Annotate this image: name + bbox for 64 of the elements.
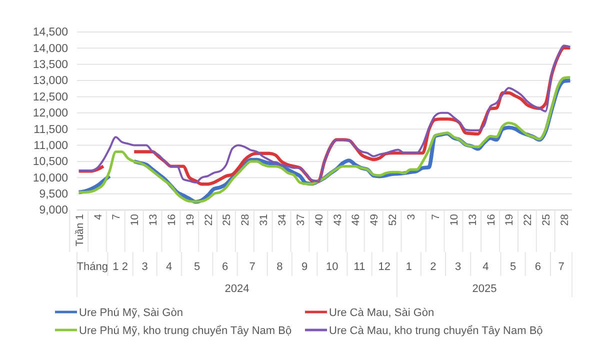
text: 9 — [301, 261, 308, 273]
y-tick-label: 12,500 — [32, 91, 68, 104]
y-tick-label: 9,500 — [39, 188, 68, 200]
x-tick-label: 10 — [129, 214, 142, 226]
x-tick-label: 22 — [522, 214, 534, 226]
x-tick-label: 28 — [240, 214, 252, 226]
y-tick-label: 10,000 — [32, 172, 68, 184]
legend-label: Ure Phú Mỹ, kho trung chuyển Tây Nam Bộ — [79, 325, 292, 337]
x-tick-label: 49 — [368, 214, 381, 226]
text: 5 — [510, 261, 516, 273]
text: 2024 — [224, 283, 250, 295]
text: 2025 — [472, 283, 497, 295]
y-tick-label: 11,000 — [34, 140, 68, 152]
x-tick-label: 13 — [148, 214, 160, 226]
y-tick-label: 12,000 — [32, 108, 68, 120]
y-tick-label: 13,000 — [32, 75, 68, 88]
x-tick-label: 37 — [294, 214, 307, 226]
text: 7 — [558, 261, 564, 273]
text: 5 — [194, 261, 200, 273]
x-tick-label: 40 — [313, 214, 326, 226]
x-tick-label: 3 — [405, 214, 418, 220]
text: 1 2 — [112, 261, 128, 273]
text: 4 — [166, 261, 172, 273]
y-tick-label: 11,500 — [34, 124, 68, 136]
x-tick-label: 22 — [202, 214, 215, 226]
text: 6 — [222, 261, 228, 273]
text: Tháng — [76, 261, 108, 273]
x-tick-label: 43 — [332, 214, 344, 226]
legend-label: Ure Cà Mau, Sài Gòn — [329, 307, 434, 319]
x-tick-label: 25 — [221, 214, 234, 226]
text: 10 — [326, 261, 338, 273]
text: 2 — [430, 261, 436, 273]
x-tick-label: 31 — [258, 214, 270, 226]
text: 11 — [354, 261, 366, 273]
text: 4 — [482, 261, 489, 273]
x-tick-label: 7 — [430, 214, 442, 220]
text: 12 — [378, 261, 391, 273]
x-tick-label: 4 — [92, 214, 104, 220]
x-tick-label: 34 — [276, 214, 289, 226]
text: 7 — [249, 261, 256, 273]
y-tick-label: 10,500 — [32, 156, 68, 168]
x-tick-label: Tuần 1 — [74, 214, 86, 246]
text: 3 — [455, 261, 462, 273]
x-tick-label: 10 — [448, 214, 460, 226]
x-tick-label: 52 — [387, 214, 400, 226]
x-tick-label: 46 — [350, 214, 362, 226]
y-tick-label: 9,000 — [39, 204, 68, 217]
text: 1 — [406, 261, 412, 273]
x-tick-label: 19 — [184, 214, 196, 226]
x-tick-label: 7 — [110, 214, 123, 220]
x-tick-label: 19 — [504, 214, 516, 226]
x-tick-label: 16 — [166, 214, 178, 226]
x-tick-label: 16 — [485, 214, 498, 226]
y-tick-label: 14,500 — [32, 26, 68, 39]
text: 8 — [276, 261, 283, 273]
x-tick-label: 28 — [559, 214, 572, 226]
x-tick-label: 13 — [466, 214, 479, 226]
y-tick-label: 14,000 — [32, 42, 68, 55]
y-tick-label: 13,500 — [32, 59, 68, 72]
text: 3 — [142, 261, 148, 273]
legend-label: Ure Phú Mỹ, Sài Gòn — [79, 307, 183, 319]
text: 6 — [534, 261, 541, 273]
legend-label: Ure Cà Mau, kho trung chuyển Tây Nam Bộ — [329, 325, 543, 337]
x-tick-label: 25 — [540, 214, 553, 226]
